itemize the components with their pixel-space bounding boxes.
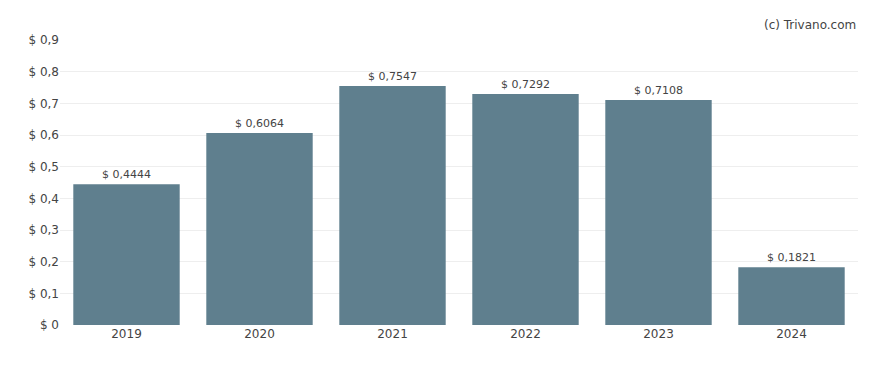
svg-text:$ 0,3: $ 0,3 [28, 223, 59, 237]
svg-text:2023: 2023 [643, 327, 674, 341]
svg-text:$ 0,9: $ 0,9 [28, 33, 59, 47]
svg-text:$ 0,7: $ 0,7 [28, 97, 59, 111]
svg-text:$ 0,7108: $ 0,7108 [634, 84, 683, 97]
svg-text:$ 0,2: $ 0,2 [28, 255, 59, 269]
svg-text:$ 0,4: $ 0,4 [28, 192, 59, 206]
svg-text:$ 0,1: $ 0,1 [28, 287, 59, 301]
svg-text:$ 0,5: $ 0,5 [28, 160, 59, 174]
svg-text:$ 0,6064: $ 0,6064 [235, 117, 284, 130]
svg-text:$ 0,4444: $ 0,4444 [102, 168, 151, 181]
svg-text:(c) Trivano.com: (c) Trivano.com [764, 18, 856, 32]
svg-text:$ 0,7547: $ 0,7547 [368, 70, 417, 83]
svg-text:2020: 2020 [244, 327, 275, 341]
svg-text:2022: 2022 [510, 327, 541, 341]
svg-text:$ 0,1821: $ 0,1821 [767, 251, 816, 264]
svg-text:$ 0,7292: $ 0,7292 [501, 78, 550, 91]
svg-text:$ 0,6: $ 0,6 [28, 128, 59, 142]
svg-text:2024: 2024 [776, 327, 807, 341]
svg-text:$ 0: $ 0 [40, 318, 59, 332]
svg-text:2019: 2019 [111, 327, 142, 341]
svg-text:$ 0,8: $ 0,8 [28, 65, 59, 79]
svg-text:2021: 2021 [377, 327, 408, 341]
